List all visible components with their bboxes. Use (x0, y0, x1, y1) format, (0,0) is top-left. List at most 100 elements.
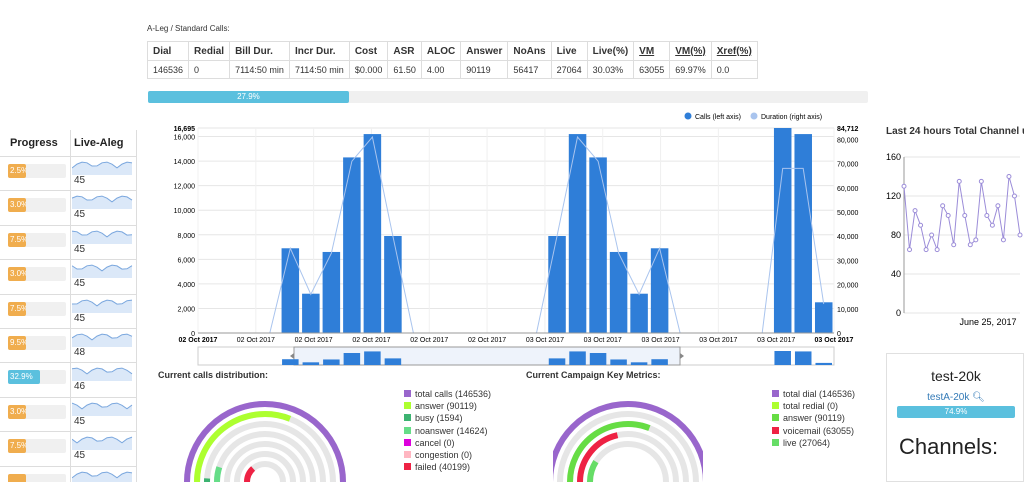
ring-track (587, 441, 669, 482)
campaign-row: 7.5% 45 (0, 224, 136, 259)
calls-bar[interactable] (589, 157, 607, 333)
legend-label: failed (40199) (415, 462, 471, 473)
calls-bar[interactable] (794, 134, 812, 333)
legend-item[interactable]: answer (90119) (772, 412, 855, 424)
search-icon[interactable]: 🔍︎ (972, 392, 985, 403)
cell-live: 30.03% (586, 60, 635, 79)
legend-item[interactable]: total dial (146536) (772, 388, 855, 400)
campaign-row: 3.0% 45 (0, 259, 136, 293)
col-header-vm[interactable]: VM(%) (669, 41, 712, 61)
channel-usage-point[interactable] (1000, 237, 1006, 243)
calls-bar[interactable] (630, 293, 648, 333)
legend-item[interactable]: noanswer (14624) (404, 425, 491, 437)
y-tick-label: 4,000 (177, 282, 195, 289)
calls-bar[interactable] (548, 235, 566, 333)
calls-bar[interactable] (814, 302, 833, 333)
row-progress-fill: 7.5% (8, 439, 26, 454)
channel-usage-point[interactable] (978, 178, 984, 184)
channel-usage-point[interactable] (945, 213, 951, 218)
ring-value[interactable] (194, 411, 292, 482)
calls-bar[interactable] (384, 235, 402, 333)
legend-item[interactable]: congestion (0) (404, 449, 491, 461)
row-sparkline (72, 195, 133, 210)
legend-duration[interactable]: Duration (right axis) (761, 114, 822, 121)
col-header-aloc: ALOC (420, 41, 462, 61)
legend-duration-marker[interactable] (750, 112, 758, 120)
kpi-title: Current Campaign Key Metrics: (526, 370, 661, 380)
channel-usage-point[interactable] (934, 247, 940, 253)
col-header-xref[interactable]: Xref(%) (710, 41, 758, 61)
channel-usage-point[interactable] (1011, 193, 1017, 199)
channel-usage-point[interactable] (940, 203, 946, 209)
overall-progress-bar: 27.9% (148, 91, 868, 103)
legend-item[interactable]: answer (90119) (404, 400, 491, 412)
channel-usage-point[interactable] (962, 213, 968, 218)
ring-value[interactable] (586, 459, 599, 482)
calls-bar[interactable] (568, 134, 587, 333)
channel-usage-point[interactable] (951, 242, 957, 248)
legend-item[interactable]: total redial (0) (772, 400, 855, 412)
calls-bar[interactable] (650, 248, 669, 333)
channel-usage-point[interactable] (923, 247, 929, 253)
sparkline-line (72, 367, 133, 375)
channel-usage-point[interactable] (956, 178, 962, 184)
dist-title: Current calls distribution: (158, 370, 269, 380)
channel-usage-point[interactable] (901, 183, 907, 189)
ring-value[interactable] (213, 466, 223, 482)
calls-bar[interactable] (343, 157, 361, 333)
legend-calls-marker[interactable] (684, 112, 692, 120)
legend-item[interactable]: live (27064) (772, 437, 855, 449)
navigator-bar (364, 351, 381, 365)
y-tick-label: 2,000 (177, 306, 195, 313)
channel-usage-point[interactable] (918, 222, 924, 228)
cell-bill-dur: 7114:50 min (229, 60, 290, 79)
channel-usage-point[interactable] (973, 237, 979, 243)
row-progress-bar: 3.0% (8, 404, 66, 419)
ring-value[interactable] (184, 401, 346, 482)
ring-value[interactable] (567, 421, 651, 482)
col-header-live: Live(%) (586, 41, 635, 61)
legend-label: answer (90119) (783, 413, 845, 424)
channel-usage-point[interactable] (1017, 232, 1023, 238)
col-header-bill-dur: Bill Dur. (229, 41, 290, 61)
ring-track (214, 431, 316, 482)
channel-usage-point[interactable] (912, 208, 918, 214)
col-header-vm[interactable]: VM (633, 41, 671, 61)
campaign-link[interactable]: testA-20k 🔍︎ (887, 392, 1024, 403)
calls-bar[interactable] (302, 293, 320, 333)
legend-calls[interactable]: Calls (left axis) (695, 114, 741, 121)
legend-item[interactable]: busy (1594) (404, 412, 491, 424)
calls-bar[interactable] (773, 128, 792, 333)
channel-usage-point[interactable] (989, 222, 995, 228)
channel-usage-point[interactable] (1006, 174, 1012, 179)
ring-value[interactable] (577, 432, 619, 482)
channel-usage-point[interactable] (929, 232, 935, 238)
ring-value[interactable] (244, 466, 256, 482)
navigator-handle-left[interactable] (290, 353, 294, 359)
row-progress-fill: 9.5% (8, 336, 26, 350)
cell-incr-dur: 7114:50 min (288, 60, 350, 79)
channel-usage-point[interactable] (984, 213, 990, 218)
y-tick-label: 12,000 (174, 184, 196, 191)
calls-bar[interactable] (322, 251, 341, 333)
legend-item[interactable]: voicemail (63055) (772, 425, 855, 437)
row-progress-fill: 7.5% (8, 301, 26, 316)
channel-usage-point[interactable] (995, 203, 1001, 209)
legend-item[interactable]: cancel (0) (404, 437, 491, 449)
legend-swatch (772, 390, 779, 397)
calls-bar[interactable] (609, 251, 628, 333)
campaign-link-text[interactable]: testA-20k (927, 392, 970, 403)
legend-item[interactable]: total calls (146536) (404, 388, 491, 400)
campaign-name: test-20k (931, 368, 981, 384)
row-sparkline (72, 436, 133, 451)
ring-value[interactable] (553, 401, 703, 482)
channel-usage-point[interactable] (907, 247, 913, 253)
legend-item[interactable]: failed (40199) (404, 461, 491, 473)
sparkline-line (72, 161, 133, 169)
calls-bar[interactable] (281, 248, 300, 333)
row-progress-bar: 2.5% (8, 164, 66, 178)
legend-swatch (404, 426, 411, 434)
navigator-handle-right[interactable] (680, 353, 684, 359)
calls-bar[interactable] (363, 134, 382, 333)
channel-usage-point[interactable] (967, 242, 973, 248)
